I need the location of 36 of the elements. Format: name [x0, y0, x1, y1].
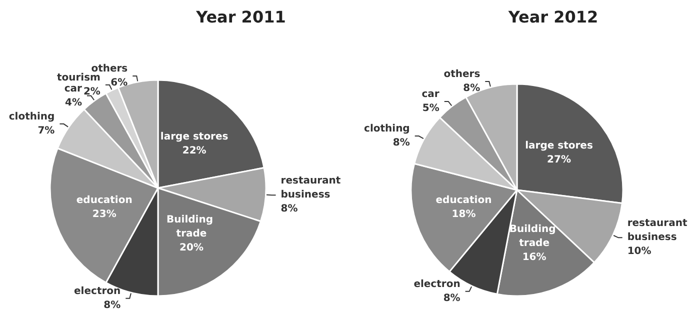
data-label: 22% — [182, 146, 206, 157]
data-label: 4% — [65, 97, 82, 108]
data-label: 8% — [392, 138, 410, 149]
data-label: 23% — [92, 208, 116, 220]
slice-label: education — [436, 194, 492, 206]
data-label: 8% — [280, 204, 298, 215]
slice-label: tourism — [56, 72, 100, 84]
data-label: 6% — [110, 78, 128, 89]
data-label: 16% — [522, 252, 546, 263]
data-label: 5% — [422, 103, 440, 114]
slice-label: others — [91, 64, 128, 75]
slice-label: large stores — [160, 132, 228, 143]
data-label: 18% — [452, 208, 476, 220]
data-label: 27% — [547, 154, 571, 166]
slice-label: Building trade — [166, 214, 216, 240]
data-label: 7% — [38, 125, 55, 136]
slice-label: Building trade — [509, 224, 560, 249]
slice-label: education — [76, 194, 132, 206]
slice-label: car — [422, 89, 440, 100]
slice-label: electron — [414, 278, 460, 290]
data-label: 8% — [104, 300, 121, 311]
slice-label: restaurant business — [280, 176, 344, 201]
data-label: 10% — [627, 246, 652, 258]
slice-label: clothing — [8, 111, 55, 122]
slice-label: car — [64, 83, 82, 94]
slice-label: electron — [74, 286, 121, 297]
data-label: 2% — [83, 86, 100, 98]
chart-title: Year 2012 — [507, 8, 598, 26]
slice-label: others — [444, 69, 480, 80]
data-label: 20% — [180, 242, 204, 254]
data-label: 8% — [463, 83, 480, 94]
slice-label: clothing — [364, 124, 410, 135]
chart-title: Year 2011 — [195, 8, 286, 26]
slice-label: large stores — [525, 140, 593, 152]
data-label: 8% — [443, 292, 460, 304]
slice-label: restaurant business — [627, 218, 691, 244]
